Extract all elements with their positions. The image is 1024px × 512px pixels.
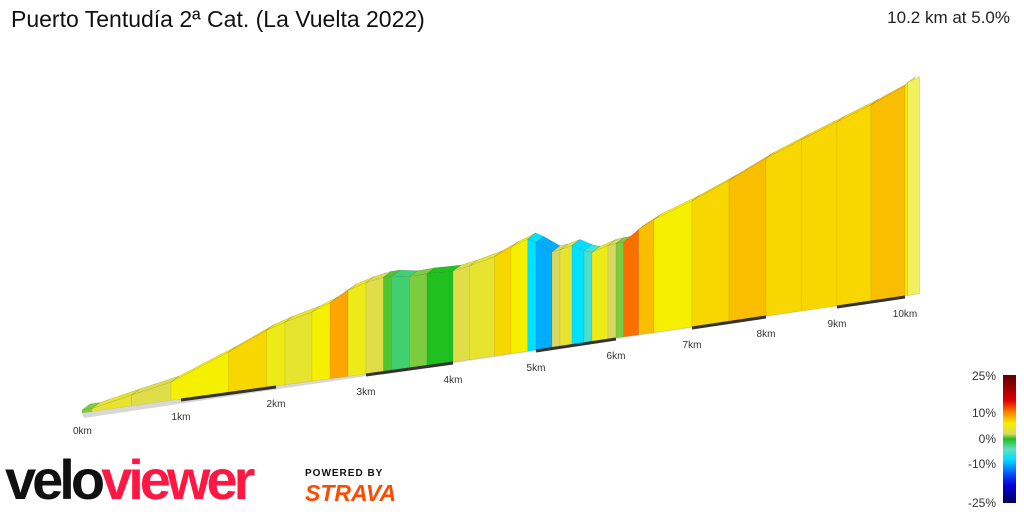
km-tick-label: 1km xyxy=(172,412,191,423)
profile-strip xyxy=(904,81,908,297)
profile-strip xyxy=(728,157,767,322)
gradient-legend: 25% 10% 0% -10% -25% xyxy=(968,369,1016,510)
km-tick-label: 0km xyxy=(73,426,92,437)
powered-by-label: POWERED BY xyxy=(305,468,384,479)
profile-strip xyxy=(527,238,537,352)
legend-label: -10% xyxy=(968,457,996,471)
profile-strip xyxy=(329,289,349,380)
profile-strip xyxy=(347,282,367,377)
profile-strip xyxy=(510,238,528,354)
profile-strip xyxy=(653,200,693,333)
profile-strip xyxy=(615,241,624,339)
legend-label: -25% xyxy=(968,496,996,510)
profile-strip xyxy=(551,249,561,348)
profile-strip xyxy=(607,243,617,340)
profile-strip xyxy=(836,104,872,307)
legend-label: 10% xyxy=(972,406,996,420)
profile-strips xyxy=(81,76,922,418)
km-marker xyxy=(691,315,767,330)
veloviewer-logo[interactable]: veloviewer xyxy=(5,448,255,511)
km-marker xyxy=(365,361,454,377)
km-tick-label: 6km xyxy=(607,351,626,362)
km-marker xyxy=(535,337,617,353)
legend-colorbar xyxy=(1003,375,1016,503)
profile-strip xyxy=(426,270,454,366)
distance-axis: 0km 1km 2km 3km 4km 5km 6km 7km 8km 9km 10km xyxy=(73,295,917,437)
profile-strip xyxy=(311,302,331,382)
legend-label: 0% xyxy=(979,432,997,446)
km-marker xyxy=(836,295,906,309)
profile-strip xyxy=(870,85,906,302)
profile-strip xyxy=(391,275,410,371)
profile-strip xyxy=(571,245,585,345)
profile-strip xyxy=(691,180,730,328)
profile-strip xyxy=(494,246,512,357)
profile-strip xyxy=(452,265,470,363)
km-tick-label: 4km xyxy=(444,375,463,386)
page-title: Puerto Tentudía 2ª Cat. (La Vuelta 2022) xyxy=(11,6,425,32)
km-tick-label: 7km xyxy=(683,340,702,351)
profile-strip xyxy=(284,311,313,386)
profile-strip xyxy=(409,273,428,369)
profile-strip xyxy=(623,228,640,338)
km-tick-label: 2km xyxy=(267,399,286,410)
profile-strip xyxy=(383,275,393,372)
km-tick-label: 9km xyxy=(828,319,847,330)
profile-strip xyxy=(801,121,838,312)
km-tick-label: 3km xyxy=(357,387,376,398)
profile-strip xyxy=(365,276,384,375)
km-tick-label: 5km xyxy=(527,363,546,374)
km-marker xyxy=(180,385,277,402)
climb-summary: 10.2 km at 5.0% xyxy=(887,8,1010,27)
profile-strip xyxy=(469,256,495,360)
km-tick-label: 8km xyxy=(757,329,776,340)
profile-end-face xyxy=(907,76,920,296)
profile-strip xyxy=(591,245,609,342)
profile-strip xyxy=(559,245,573,347)
legend-label: 25% xyxy=(972,369,996,383)
profile-strip xyxy=(266,321,286,388)
profile-strip xyxy=(765,139,802,317)
profile-strip xyxy=(535,242,553,351)
profile-strip xyxy=(638,219,655,335)
strava-logo[interactable]: STRAVA xyxy=(305,480,397,506)
km-tick-label: 10km xyxy=(893,309,917,320)
profile-strip xyxy=(583,250,593,344)
